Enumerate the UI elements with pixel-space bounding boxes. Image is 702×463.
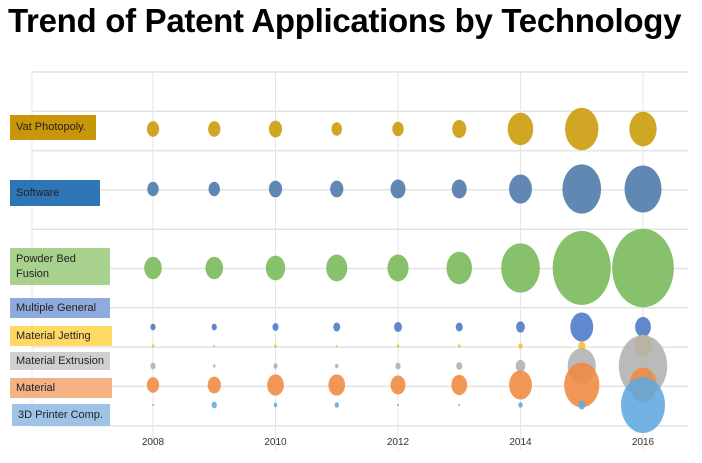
bubble-software-2013 xyxy=(452,179,467,198)
bubble-multiple-general-2013 xyxy=(456,323,463,332)
bubble-material-extrusion-2010 xyxy=(273,363,277,369)
bubble-multiple-general-2011 xyxy=(333,323,340,332)
bubble-vat-photopoly--2011 xyxy=(331,122,342,135)
legend-label: Multiple General xyxy=(10,298,110,318)
bubble-multiple-general-2015 xyxy=(570,312,593,341)
bubble-vat-photopoly--2015 xyxy=(565,108,598,151)
bubble-powder-bed-fusion-2011 xyxy=(326,255,347,282)
bubble-software-2011 xyxy=(330,181,343,198)
bubble-software-2008 xyxy=(147,182,158,197)
bubble-powder-bed-fusion-2012 xyxy=(387,255,408,282)
bubble-3d-printer-comp--2010 xyxy=(274,403,278,407)
bubble-3d-printer-comp--2009 xyxy=(212,402,217,409)
legend-label: Software xyxy=(10,180,100,206)
bubble-material-2010 xyxy=(267,374,284,395)
bubble-powder-bed-fusion-2015 xyxy=(553,231,611,305)
bubble-powder-bed-fusion-2008 xyxy=(144,257,162,279)
legend-label: Material Jetting xyxy=(10,326,112,346)
bubble-material-jetting-2008 xyxy=(152,344,155,347)
x-tick-label: 2012 xyxy=(387,437,410,448)
bubble-software-2009 xyxy=(209,182,220,197)
bubble-material-extrusion-2011 xyxy=(335,364,339,368)
bubble-3d-printer-comp--2011 xyxy=(335,402,339,408)
legend-label: Material xyxy=(10,378,112,398)
x-tick-label: 2016 xyxy=(632,437,655,448)
bubble-vat-photopoly--2012 xyxy=(392,122,403,137)
bubble-material-jetting-2012 xyxy=(397,344,400,347)
bubble-3d-printer-comp--2013 xyxy=(458,404,460,406)
bubble-material-jetting-2009 xyxy=(213,345,215,347)
bubble-software-2015 xyxy=(562,164,601,213)
bubble-3d-printer-comp--2012 xyxy=(397,404,399,406)
bubble-material-extrusion-2009 xyxy=(213,364,216,367)
bubble-powder-bed-fusion-2016 xyxy=(612,229,674,307)
bubble-powder-bed-fusion-2014 xyxy=(501,243,540,292)
bubble-multiple-general-2010 xyxy=(272,323,278,331)
bubble-material-2008 xyxy=(147,377,159,393)
bubble-multiple-general-2009 xyxy=(212,324,217,331)
bubble-material-2009 xyxy=(208,377,221,394)
bubble-powder-bed-fusion-2009 xyxy=(205,257,223,279)
bubble-vat-photopoly--2014 xyxy=(508,113,534,145)
bubble-material-extrusion-2008 xyxy=(150,363,155,370)
bubble-material-2011 xyxy=(328,374,345,395)
bubble-software-2012 xyxy=(391,179,406,198)
bubble-vat-photopoly--2009 xyxy=(208,121,220,137)
bubble-material-2014 xyxy=(509,370,532,399)
bubble-vat-photopoly--2016 xyxy=(629,112,656,147)
bubble-3d-printer-comp--2016 xyxy=(621,377,665,433)
bubble-material-jetting-2010 xyxy=(274,344,277,347)
bubble-material-jetting-2014 xyxy=(518,343,522,349)
bubble-multiple-general-2014 xyxy=(516,321,525,332)
bubble-material-jetting-2011 xyxy=(336,345,338,347)
bubble-multiple-general-2012 xyxy=(394,322,402,332)
bubble-vat-photopoly--2008 xyxy=(147,121,159,137)
x-tick-label: 2008 xyxy=(142,437,165,448)
x-tick-label: 2014 xyxy=(509,437,532,448)
bubble-material-2013 xyxy=(451,375,467,395)
bubble-material-extrusion-2013 xyxy=(456,362,462,370)
bubble-3d-printer-comp--2014 xyxy=(518,402,522,408)
bubble-software-2010 xyxy=(269,181,282,198)
bubble-material-extrusion-2012 xyxy=(395,363,400,370)
legend-label: Vat Photopoly. xyxy=(10,115,96,140)
bubble-material-2012 xyxy=(391,375,406,394)
bubble-3d-printer-comp--2015 xyxy=(578,401,585,410)
legend-label: Material Extrusion xyxy=(10,352,110,370)
legend-label: 3D Printer Comp. xyxy=(12,404,110,426)
x-tick-label: 2010 xyxy=(264,437,287,448)
legend-label: Powder Bed Fusion xyxy=(10,248,110,285)
bubble-software-2014 xyxy=(509,174,532,203)
bubble-powder-bed-fusion-2013 xyxy=(446,252,472,284)
bubble-multiple-general-2008 xyxy=(150,324,155,331)
bubble-material-jetting-2013 xyxy=(458,344,461,347)
bubble-material-extrusion-2014 xyxy=(516,360,526,372)
bubble-3d-printer-comp--2008 xyxy=(152,404,154,406)
bubble-multiple-general-2016 xyxy=(635,317,651,337)
bubble-vat-photopoly--2010 xyxy=(269,121,282,138)
bubble-software-2016 xyxy=(625,165,662,212)
bubble-vat-photopoly--2013 xyxy=(452,120,466,138)
bubble-powder-bed-fusion-2010 xyxy=(266,256,285,281)
